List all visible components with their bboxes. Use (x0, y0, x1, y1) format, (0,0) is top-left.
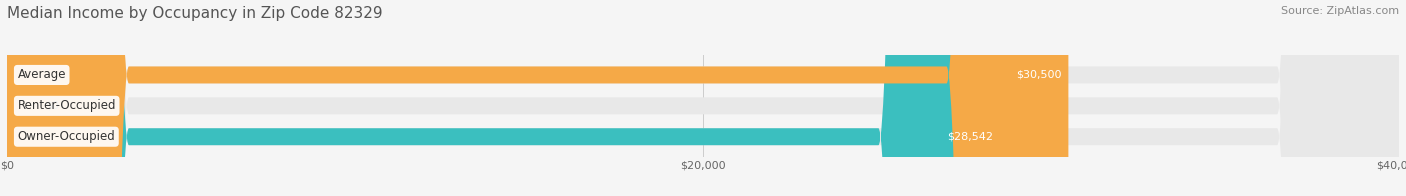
FancyBboxPatch shape (7, 0, 1399, 196)
Text: Owner-Occupied: Owner-Occupied (17, 130, 115, 143)
Text: Average: Average (17, 68, 66, 82)
Text: Renter-Occupied: Renter-Occupied (17, 99, 115, 112)
Text: $30,500: $30,500 (1017, 70, 1062, 80)
FancyBboxPatch shape (7, 0, 1399, 196)
FancyBboxPatch shape (7, 0, 1000, 196)
FancyBboxPatch shape (7, 0, 1399, 196)
Text: $28,542: $28,542 (948, 132, 993, 142)
Text: $0: $0 (45, 101, 59, 111)
FancyBboxPatch shape (7, 0, 28, 196)
Text: Source: ZipAtlas.com: Source: ZipAtlas.com (1281, 6, 1399, 16)
Text: Median Income by Occupancy in Zip Code 82329: Median Income by Occupancy in Zip Code 8… (7, 6, 382, 21)
FancyBboxPatch shape (7, 0, 1069, 196)
